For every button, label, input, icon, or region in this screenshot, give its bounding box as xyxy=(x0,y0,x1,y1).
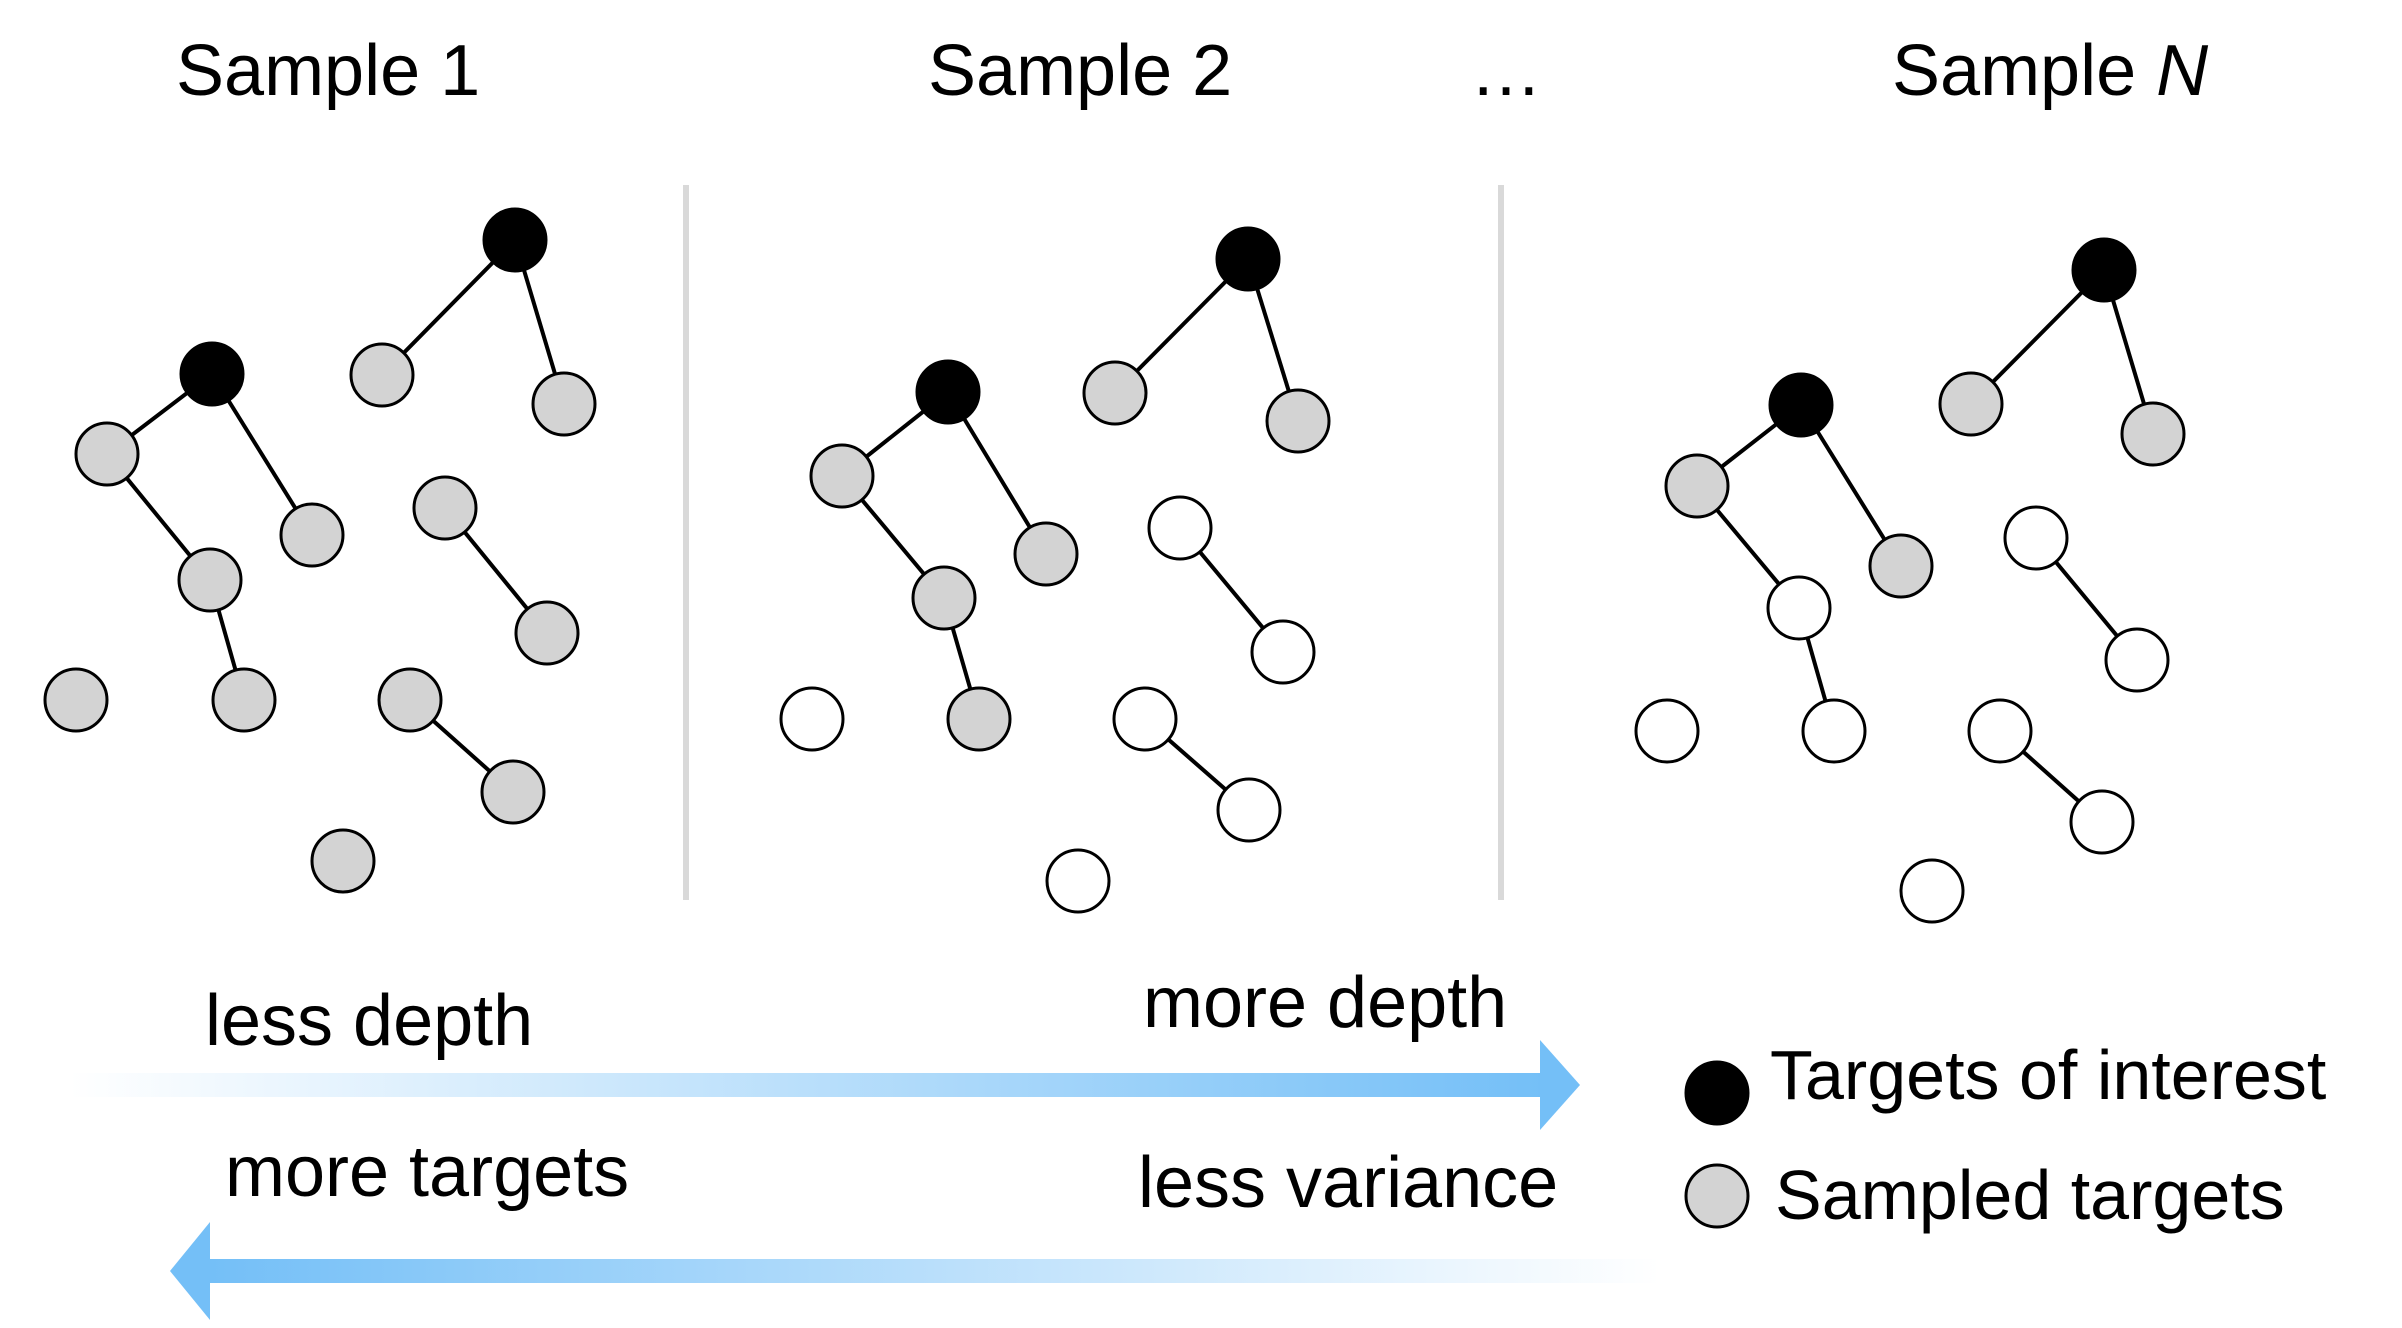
legend-target-marker xyxy=(1684,1060,1750,1126)
sample-2-node-l-unsampled xyxy=(1112,686,1178,752)
sample-2-node-n-unsampled xyxy=(1045,848,1111,914)
sample-1-node-b-sampled xyxy=(349,342,415,408)
sample-n-node-m-unsampled xyxy=(2069,789,2135,855)
sample-2-node-d-target xyxy=(915,359,981,425)
sample-n-node-l-unsampled xyxy=(1967,698,2033,764)
more-depth-label: more depth xyxy=(1143,963,1508,1043)
sample-2-node-c-sampled xyxy=(1265,388,1331,454)
legend-target-label: Targets of interest xyxy=(1770,1036,2327,1114)
sample-n-title-variable: N xyxy=(2156,31,2209,111)
sample-n-title-text: Sample xyxy=(1892,31,2157,111)
sample-n-node-b-sampled xyxy=(1938,371,2004,437)
less-depth-label: less depth xyxy=(205,981,534,1061)
sample-1-node-e-sampled xyxy=(74,421,140,487)
sample-1-node-n-sampled xyxy=(310,828,376,894)
sample-n-title: Sample N xyxy=(1892,35,2208,107)
sample-1-title-text: Sample 1 xyxy=(176,31,481,111)
sample-2-node-i-unsampled xyxy=(1250,619,1316,685)
legend-sampled-marker xyxy=(1684,1163,1750,1229)
sample-1-node-f-sampled xyxy=(279,502,345,568)
sample-1-node-i-sampled xyxy=(514,600,580,666)
sample-n-node-f-sampled xyxy=(1868,533,1934,599)
sample-n-node-a-target xyxy=(2071,237,2137,303)
sample-1-node-a-target xyxy=(482,207,548,273)
sample-n-node-h-unsampled xyxy=(2003,505,2069,571)
legend-sampled-label: Sampled targets xyxy=(1775,1156,2285,1234)
graph-panels xyxy=(43,207,2186,924)
sample-1-node-d-target xyxy=(179,341,245,407)
sample-2-node-f-sampled xyxy=(1013,521,1079,587)
sample-2-node-k-sampled xyxy=(946,686,1012,752)
sample-n-node-c-sampled xyxy=(2120,401,2186,467)
sample-1-node-k-sampled xyxy=(211,667,277,733)
targets-arrow xyxy=(170,1222,1660,1320)
less-variance-label: less variance xyxy=(1138,1143,1559,1223)
targets-arrow-head xyxy=(170,1222,210,1320)
sample-n-node-j-unsampled xyxy=(1634,698,1700,764)
depth-arrow xyxy=(70,1040,1580,1130)
sample-1-node-h-sampled xyxy=(412,475,478,541)
sample-n-node-k-unsampled xyxy=(1801,698,1867,764)
sample-n-node-g-unsampled xyxy=(1766,575,1832,641)
sample-n-graph xyxy=(1634,237,2186,924)
sample-2-node-m-unsampled xyxy=(1216,777,1282,843)
sample-1-node-g-sampled xyxy=(177,547,243,613)
ellipsis: … xyxy=(1470,35,1542,107)
sample-1-node-c-sampled xyxy=(531,371,597,437)
sample-1-node-m-sampled xyxy=(480,759,546,825)
more-targets-label: more targets xyxy=(225,1132,630,1212)
sample-1-node-l-sampled xyxy=(377,667,443,733)
sample-2-node-a-target xyxy=(1215,226,1281,292)
sample-2-title: Sample 2 xyxy=(928,35,1232,107)
sample-2-node-e-sampled xyxy=(809,443,875,509)
depth-arrow-shaft xyxy=(70,1073,1545,1097)
sample-2-title-text: Sample 2 xyxy=(928,31,1233,111)
depth-arrow-head xyxy=(1540,1040,1580,1130)
sample-2-node-b-sampled xyxy=(1082,360,1148,426)
sample-n-node-e-sampled xyxy=(1664,453,1730,519)
sample-1-title: Sample 1 xyxy=(176,35,480,107)
sample-2-node-j-unsampled xyxy=(779,686,845,752)
sample-1-node-j-sampled xyxy=(43,667,109,733)
sample-n-node-d-target xyxy=(1768,372,1834,438)
sample-n-node-i-unsampled xyxy=(2104,627,2170,693)
sample-2-graph xyxy=(779,226,1331,914)
sample-n-node-n-unsampled xyxy=(1899,858,1965,924)
sample-1-graph xyxy=(43,207,597,894)
sample-2-node-h-unsampled xyxy=(1147,495,1213,561)
sample-2-node-g-sampled xyxy=(911,565,977,631)
ellipsis-text: … xyxy=(1470,31,1542,111)
targets-arrow-shaft xyxy=(210,1259,1660,1283)
